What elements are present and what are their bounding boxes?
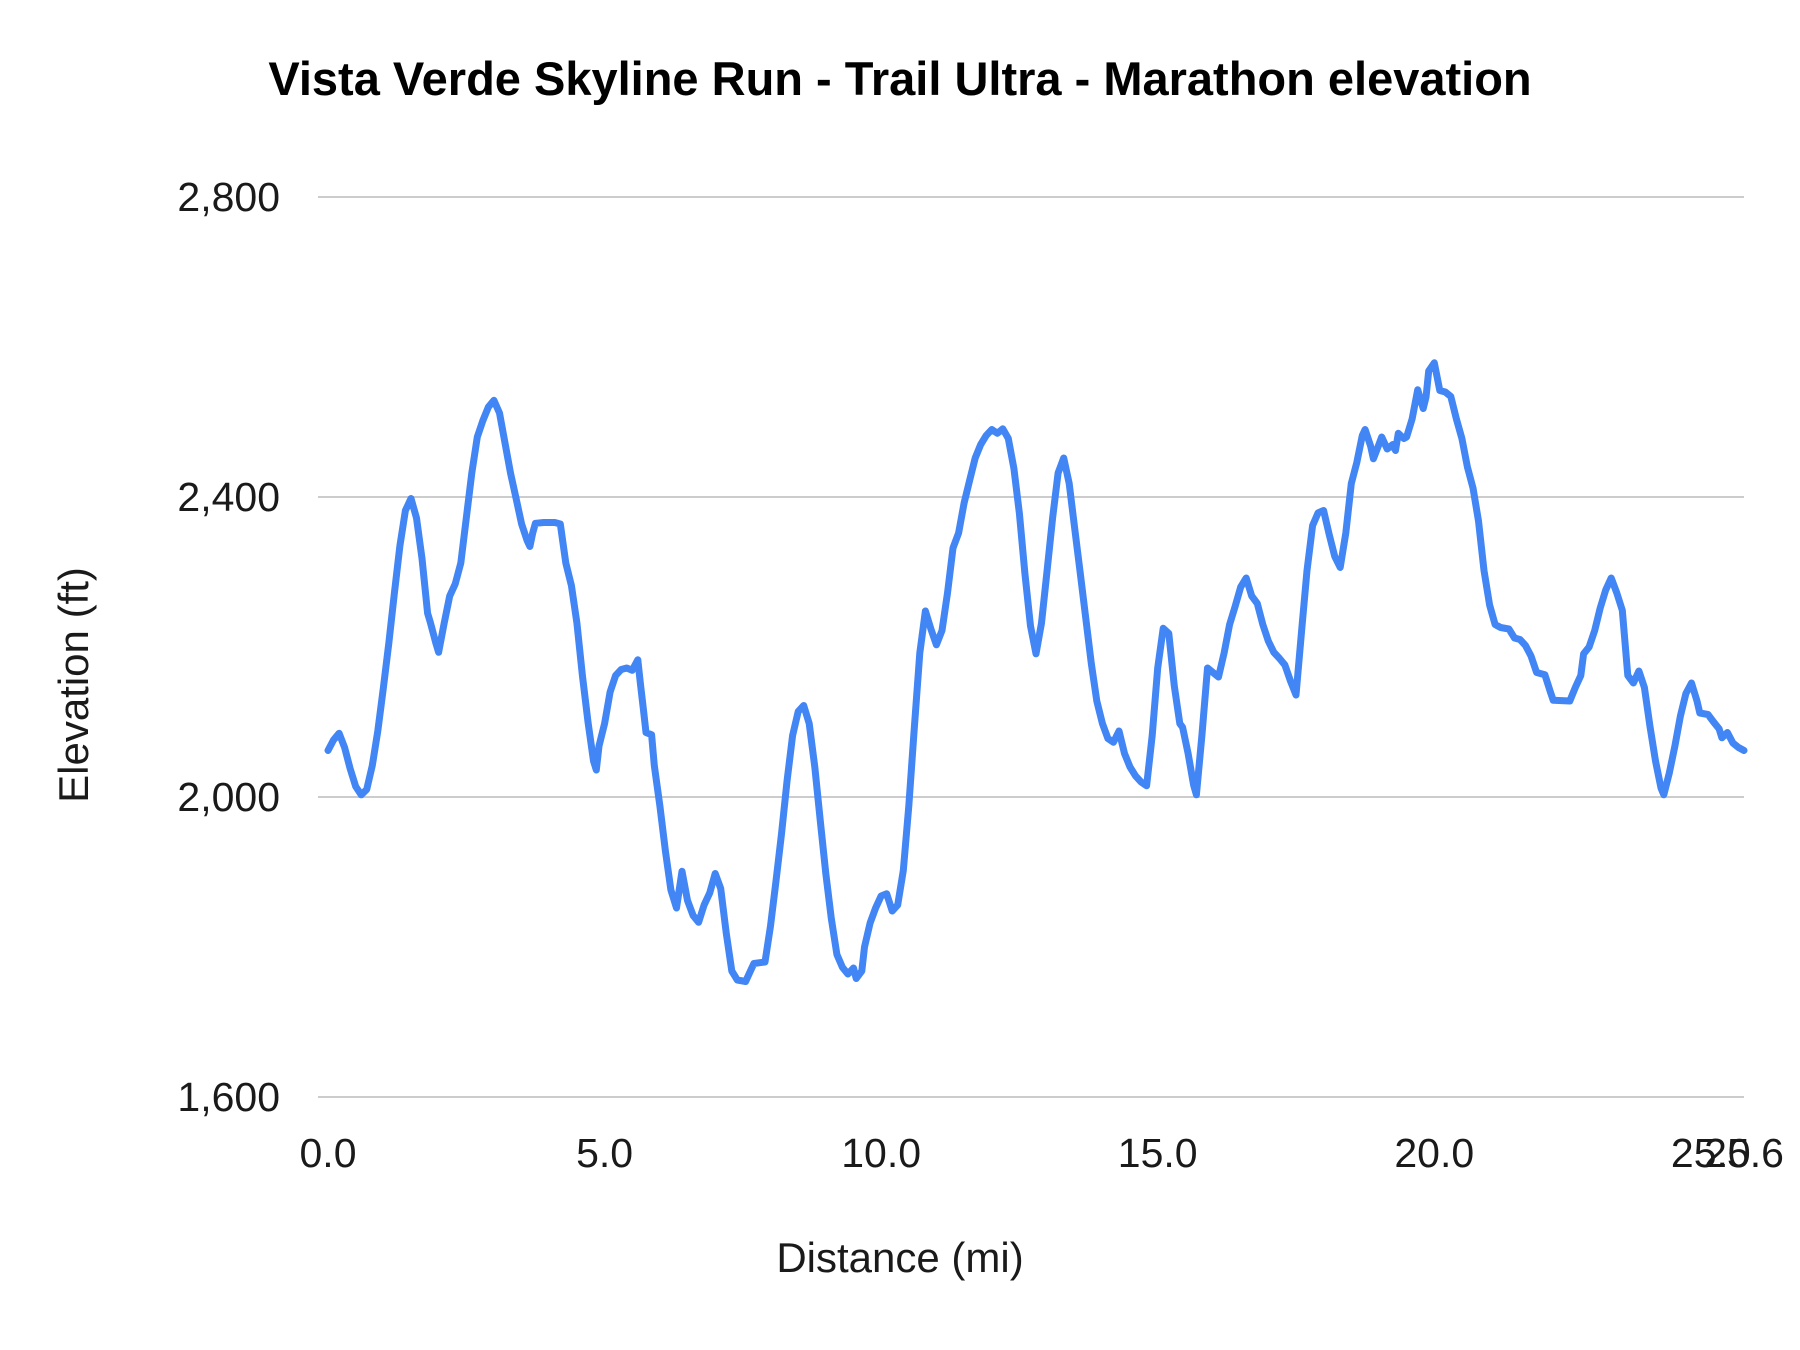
y-axis-title: Elevation (ft)	[50, 567, 97, 803]
y-tick-label-2400: 2,400	[177, 474, 280, 520]
x-tick-label-0.0: 0.0	[300, 1130, 357, 1176]
y-axis-tick-labels: 1,600 2,000 2,400 2,800	[177, 174, 280, 1120]
x-axis-tick-labels: 0.0 5.0 10.0 15.0 20.0 25.025.6	[300, 1130, 1784, 1176]
x-tick-label-15.0: 15.0	[1118, 1130, 1198, 1176]
x-axis-title: Distance (mi)	[776, 1234, 1023, 1281]
x-tick-label-10.0: 10.0	[841, 1130, 921, 1176]
x-tick-label-5.0: 5.0	[576, 1130, 633, 1176]
x-tick-label-25.6: 25.6	[1704, 1130, 1784, 1176]
y-tick-label-2800: 2,800	[177, 174, 280, 220]
x-tick-label-25.0: 25.0	[1671, 1130, 1751, 1176]
chart-title: Vista Verde Skyline Run - Trail Ultra - …	[268, 52, 1531, 105]
x-tick-label-20.0: 20.0	[1394, 1130, 1474, 1176]
y-tick-label-1600: 1,600	[177, 1074, 280, 1120]
gridlines-layer	[318, 196, 1744, 1098]
elevation-series-line[interactable]	[324, 359, 1748, 985]
y-tick-label-2000: 2,000	[177, 774, 280, 820]
